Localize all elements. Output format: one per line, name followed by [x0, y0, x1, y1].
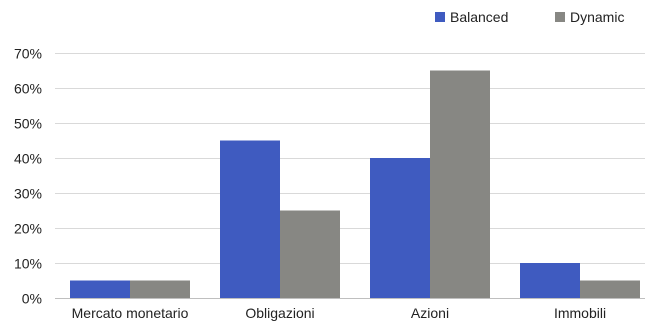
legend-swatch-balanced	[435, 12, 445, 22]
bar-dynamic-2	[430, 70, 490, 298]
bar-balanced-3	[520, 263, 580, 298]
bar-balanced-1	[220, 140, 280, 298]
legend: Balanced Dynamic	[435, 9, 624, 25]
y-tick-label: 50%	[14, 116, 42, 132]
bar-dynamic-0	[130, 280, 190, 298]
x-axis-ticks: Mercato monetario Obligazioni Azioni Immobi…	[72, 305, 606, 321]
bar-balanced-2	[370, 158, 430, 298]
y-tick-label: 70%	[14, 46, 42, 62]
y-tick-label: 0%	[22, 291, 42, 307]
bars	[70, 70, 640, 298]
y-tick-label: 30%	[14, 186, 42, 202]
legend-swatch-dynamic	[555, 12, 565, 22]
gridlines	[55, 53, 645, 264]
x-tick-label: Immobili	[554, 305, 606, 321]
bar-balanced-0	[70, 280, 130, 298]
y-tick-label: 40%	[14, 151, 42, 167]
x-tick-label: Mercato monetario	[72, 305, 189, 321]
legend-label-dynamic: Dynamic	[570, 9, 624, 25]
x-tick-label: Obligazioni	[245, 305, 314, 321]
y-tick-label: 60%	[14, 81, 42, 97]
y-axis-ticks: 0% 10% 20% 30% 40% 50% 60% 70%	[14, 46, 42, 307]
bar-dynamic-3	[580, 280, 640, 298]
legend-label-balanced: Balanced	[450, 9, 508, 25]
y-tick-label: 10%	[14, 256, 42, 272]
y-tick-label: 20%	[14, 221, 42, 237]
x-tick-label: Azioni	[411, 305, 449, 321]
bar-dynamic-1	[280, 210, 340, 298]
